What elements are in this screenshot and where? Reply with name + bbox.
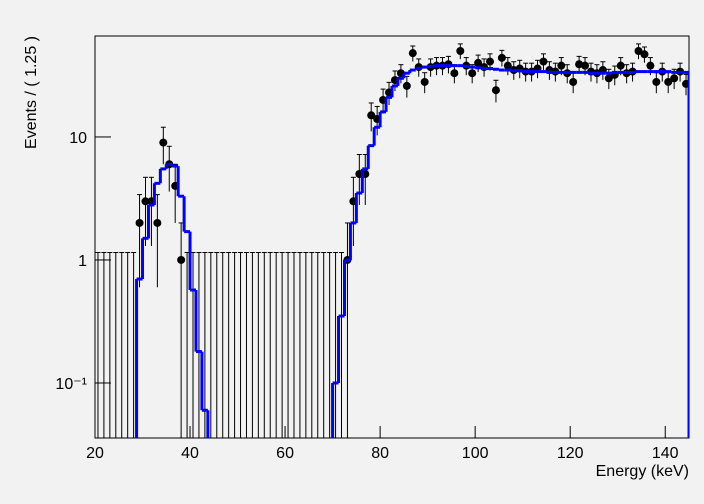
x-tick-label: 20: [86, 445, 104, 462]
data-point: [491, 86, 500, 95]
data-point: [557, 61, 566, 70]
data-point: [646, 61, 655, 70]
data-point: [682, 79, 689, 88]
data-point: [468, 69, 477, 78]
data-point: [486, 57, 495, 66]
data-point: [408, 49, 417, 58]
data-point: [652, 77, 661, 86]
y-tick-label: 10: [69, 130, 87, 147]
x-tick-label: 100: [462, 445, 489, 462]
plot-area: [95, 43, 689, 438]
x-tick-label: 80: [371, 445, 389, 462]
data-point: [634, 46, 643, 55]
data-point: [159, 138, 168, 147]
data-point: [616, 61, 625, 70]
data-point: [177, 255, 186, 264]
y-axis-label: Events / ( 1.25 ): [23, 36, 40, 149]
y-tick-label: 1: [78, 253, 87, 270]
x-tick-label: 140: [652, 445, 679, 462]
data-point: [581, 61, 590, 70]
data-point: [450, 69, 459, 78]
data-point: [474, 58, 483, 67]
data-point: [604, 74, 613, 83]
data-point: [569, 77, 578, 86]
data-point: [664, 77, 673, 86]
x-tick-label: 40: [181, 445, 199, 462]
data-point: [539, 57, 548, 66]
x-axis-label: Energy (keV): [596, 463, 689, 480]
data-point: [135, 218, 144, 227]
data-point: [640, 50, 649, 59]
data-point: [420, 77, 429, 86]
x-tick-label: 60: [276, 445, 294, 462]
data-point: [402, 81, 411, 90]
data-point: [670, 74, 679, 83]
x-tick-label: 120: [557, 445, 584, 462]
y-tick-label: 10⁻¹: [55, 376, 87, 393]
data-point: [503, 61, 512, 70]
data-point: [367, 111, 376, 120]
data-point: [497, 53, 506, 62]
data-point: [153, 218, 162, 227]
data-point: [456, 46, 465, 55]
data-point: [141, 197, 150, 206]
